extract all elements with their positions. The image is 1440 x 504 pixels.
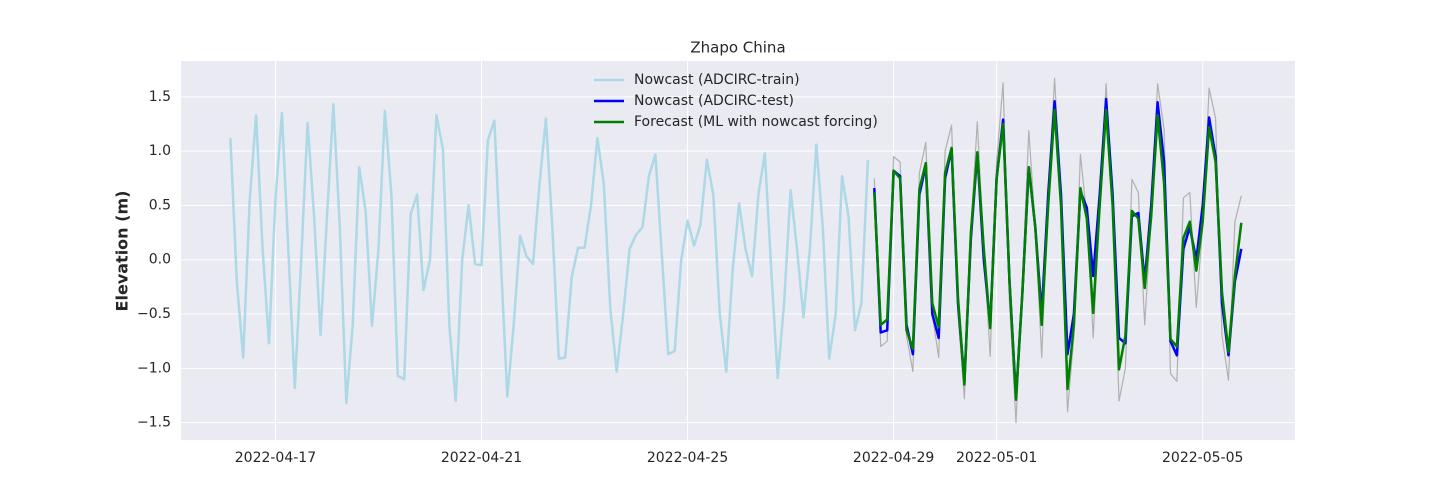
x-tick-label: 2022-05-01 [956, 450, 1037, 466]
grid [181, 61, 1295, 440]
y-tick-label: 0.5 [149, 197, 171, 213]
lines [229, 77, 1243, 424]
y-tick-label: 1.5 [149, 89, 171, 105]
x-tick-label: 2022-04-21 [441, 450, 522, 466]
y-tick-label: 1.0 [149, 143, 171, 159]
y-tick-label: −1.5 [137, 415, 171, 431]
legend-label: Nowcast (ADCIRC-train) [634, 72, 800, 88]
legend: Nowcast (ADCIRC-train) Nowcast (ADCIRC-te… [594, 72, 878, 130]
chart-title: Zhapo China [690, 39, 785, 57]
series-line [229, 103, 870, 405]
y-tick-label: 0.0 [149, 252, 171, 268]
series-line [873, 108, 1243, 402]
legend-label: Nowcast (ADCIRC-test) [634, 93, 794, 109]
x-tick-label: 2022-04-25 [647, 450, 728, 466]
x-tick-label: 2022-04-29 [853, 450, 934, 466]
y-tick-label: −1.0 [137, 360, 171, 376]
y-axis-label: Elevation (m) [113, 191, 132, 312]
legend-label: Forecast (ML with nowcast forcing) [634, 114, 878, 130]
y-tick-label: −0.5 [137, 306, 171, 322]
x-tick-label: 2022-05-05 [1162, 450, 1243, 466]
x-tick-label: 2022-04-17 [235, 450, 316, 466]
